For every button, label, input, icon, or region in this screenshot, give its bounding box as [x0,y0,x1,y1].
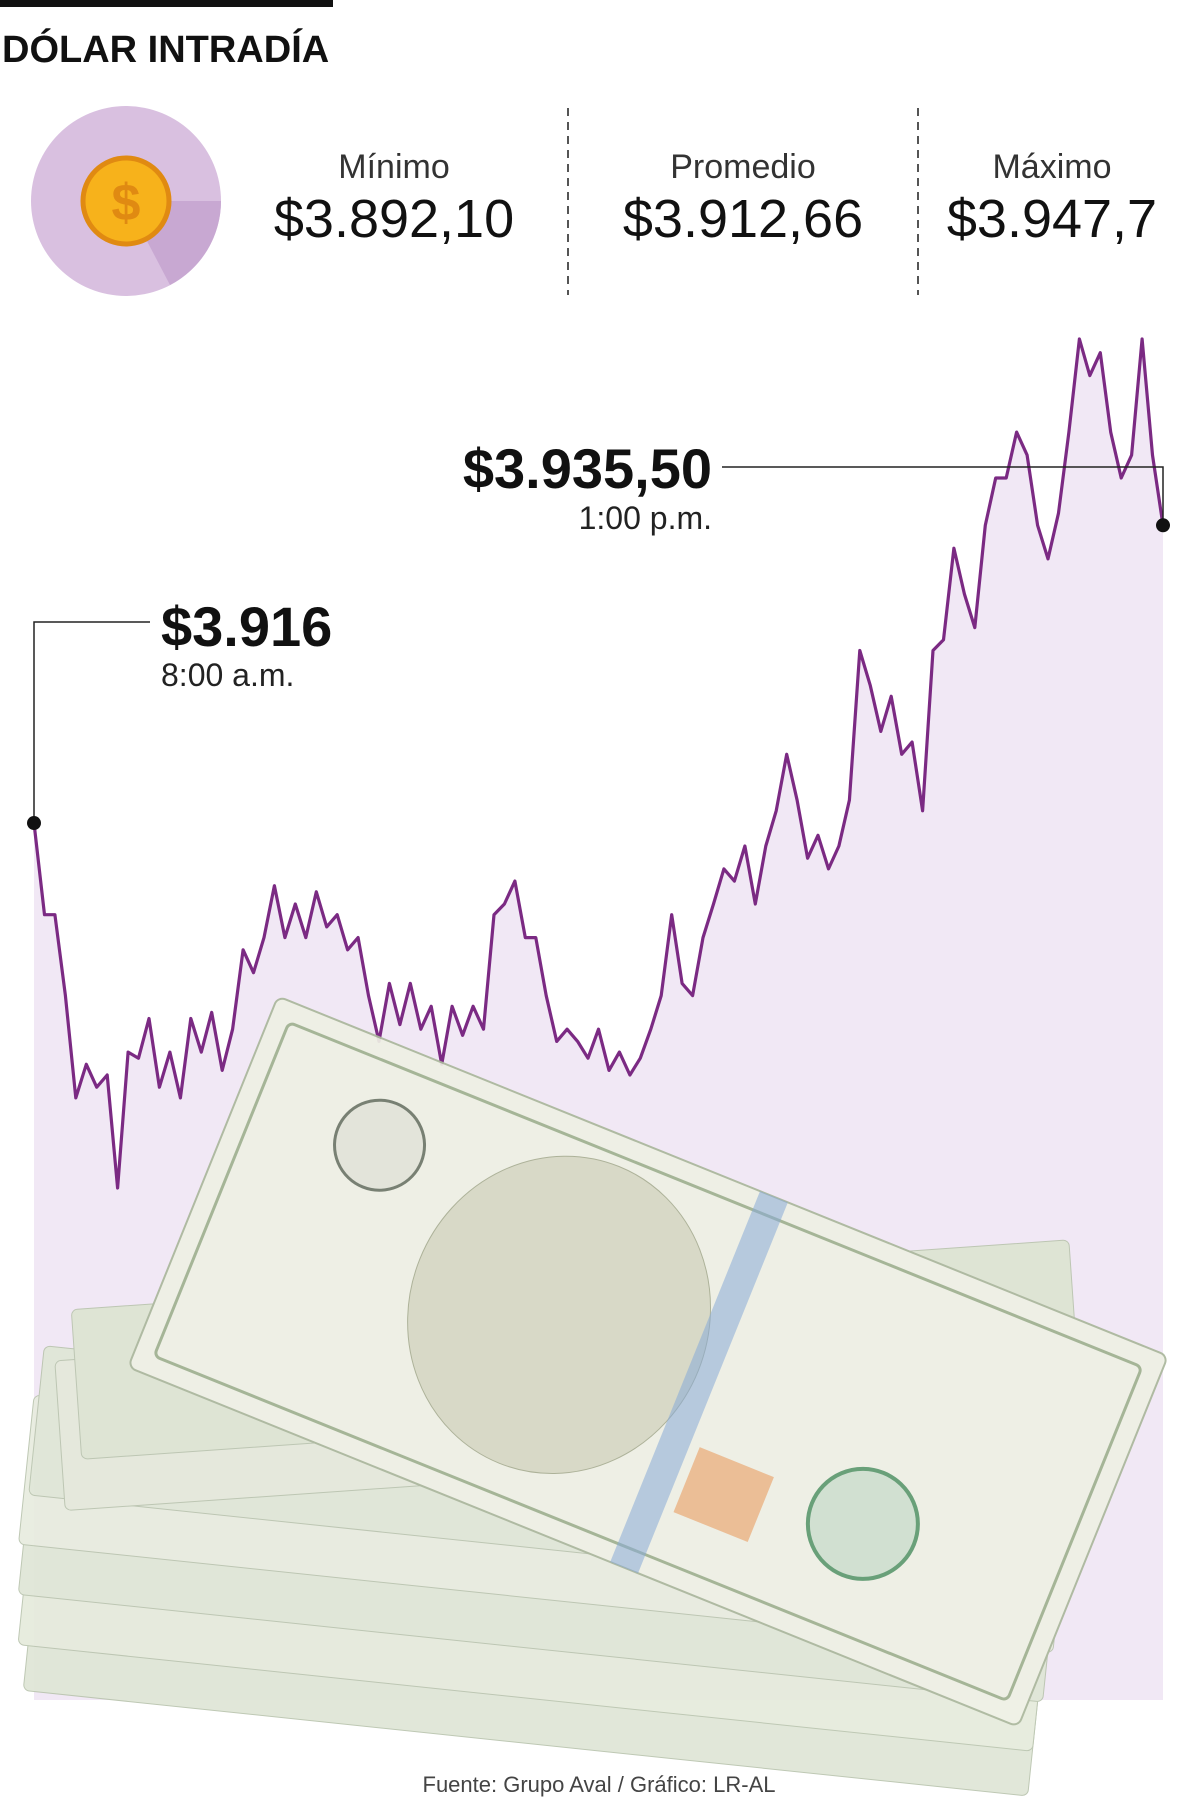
header-rule [0,0,333,7]
seal [805,1466,920,1581]
stat-value: $3.892,10 [274,189,514,249]
end-point [1156,518,1170,533]
seal [333,1098,427,1192]
start-value-label: $3.916 [161,595,332,658]
end-leader [722,466,1164,526]
start-leader [33,621,150,824]
end-time-label: 1:00 p.m. [579,500,712,536]
stat-label: Máximo [992,148,1111,186]
banknotes-illustration [18,997,1167,1796]
banknote-border [154,1022,1142,1701]
stat-value: $3.947,7 [947,189,1157,249]
end-value-label: $3.935,50 [463,437,712,500]
stat-label: Promedio [670,148,816,186]
chart-title: DÓLAR INTRADÍA [2,27,329,71]
bell-icon [673,1447,774,1543]
coin-symbol: $ [112,174,141,232]
start-point [27,816,41,831]
security-ribbon [610,1191,788,1574]
stat-label: Mínimo [338,148,449,186]
coin-icon [80,155,172,247]
stat-value: $3.912,66 [623,189,863,249]
price-line [32,337,1165,1190]
source-note: Fuente: Grupo Aval / Gráfico: LR-AL [423,1772,776,1797]
start-time-label: 8:00 a.m. [161,657,294,693]
